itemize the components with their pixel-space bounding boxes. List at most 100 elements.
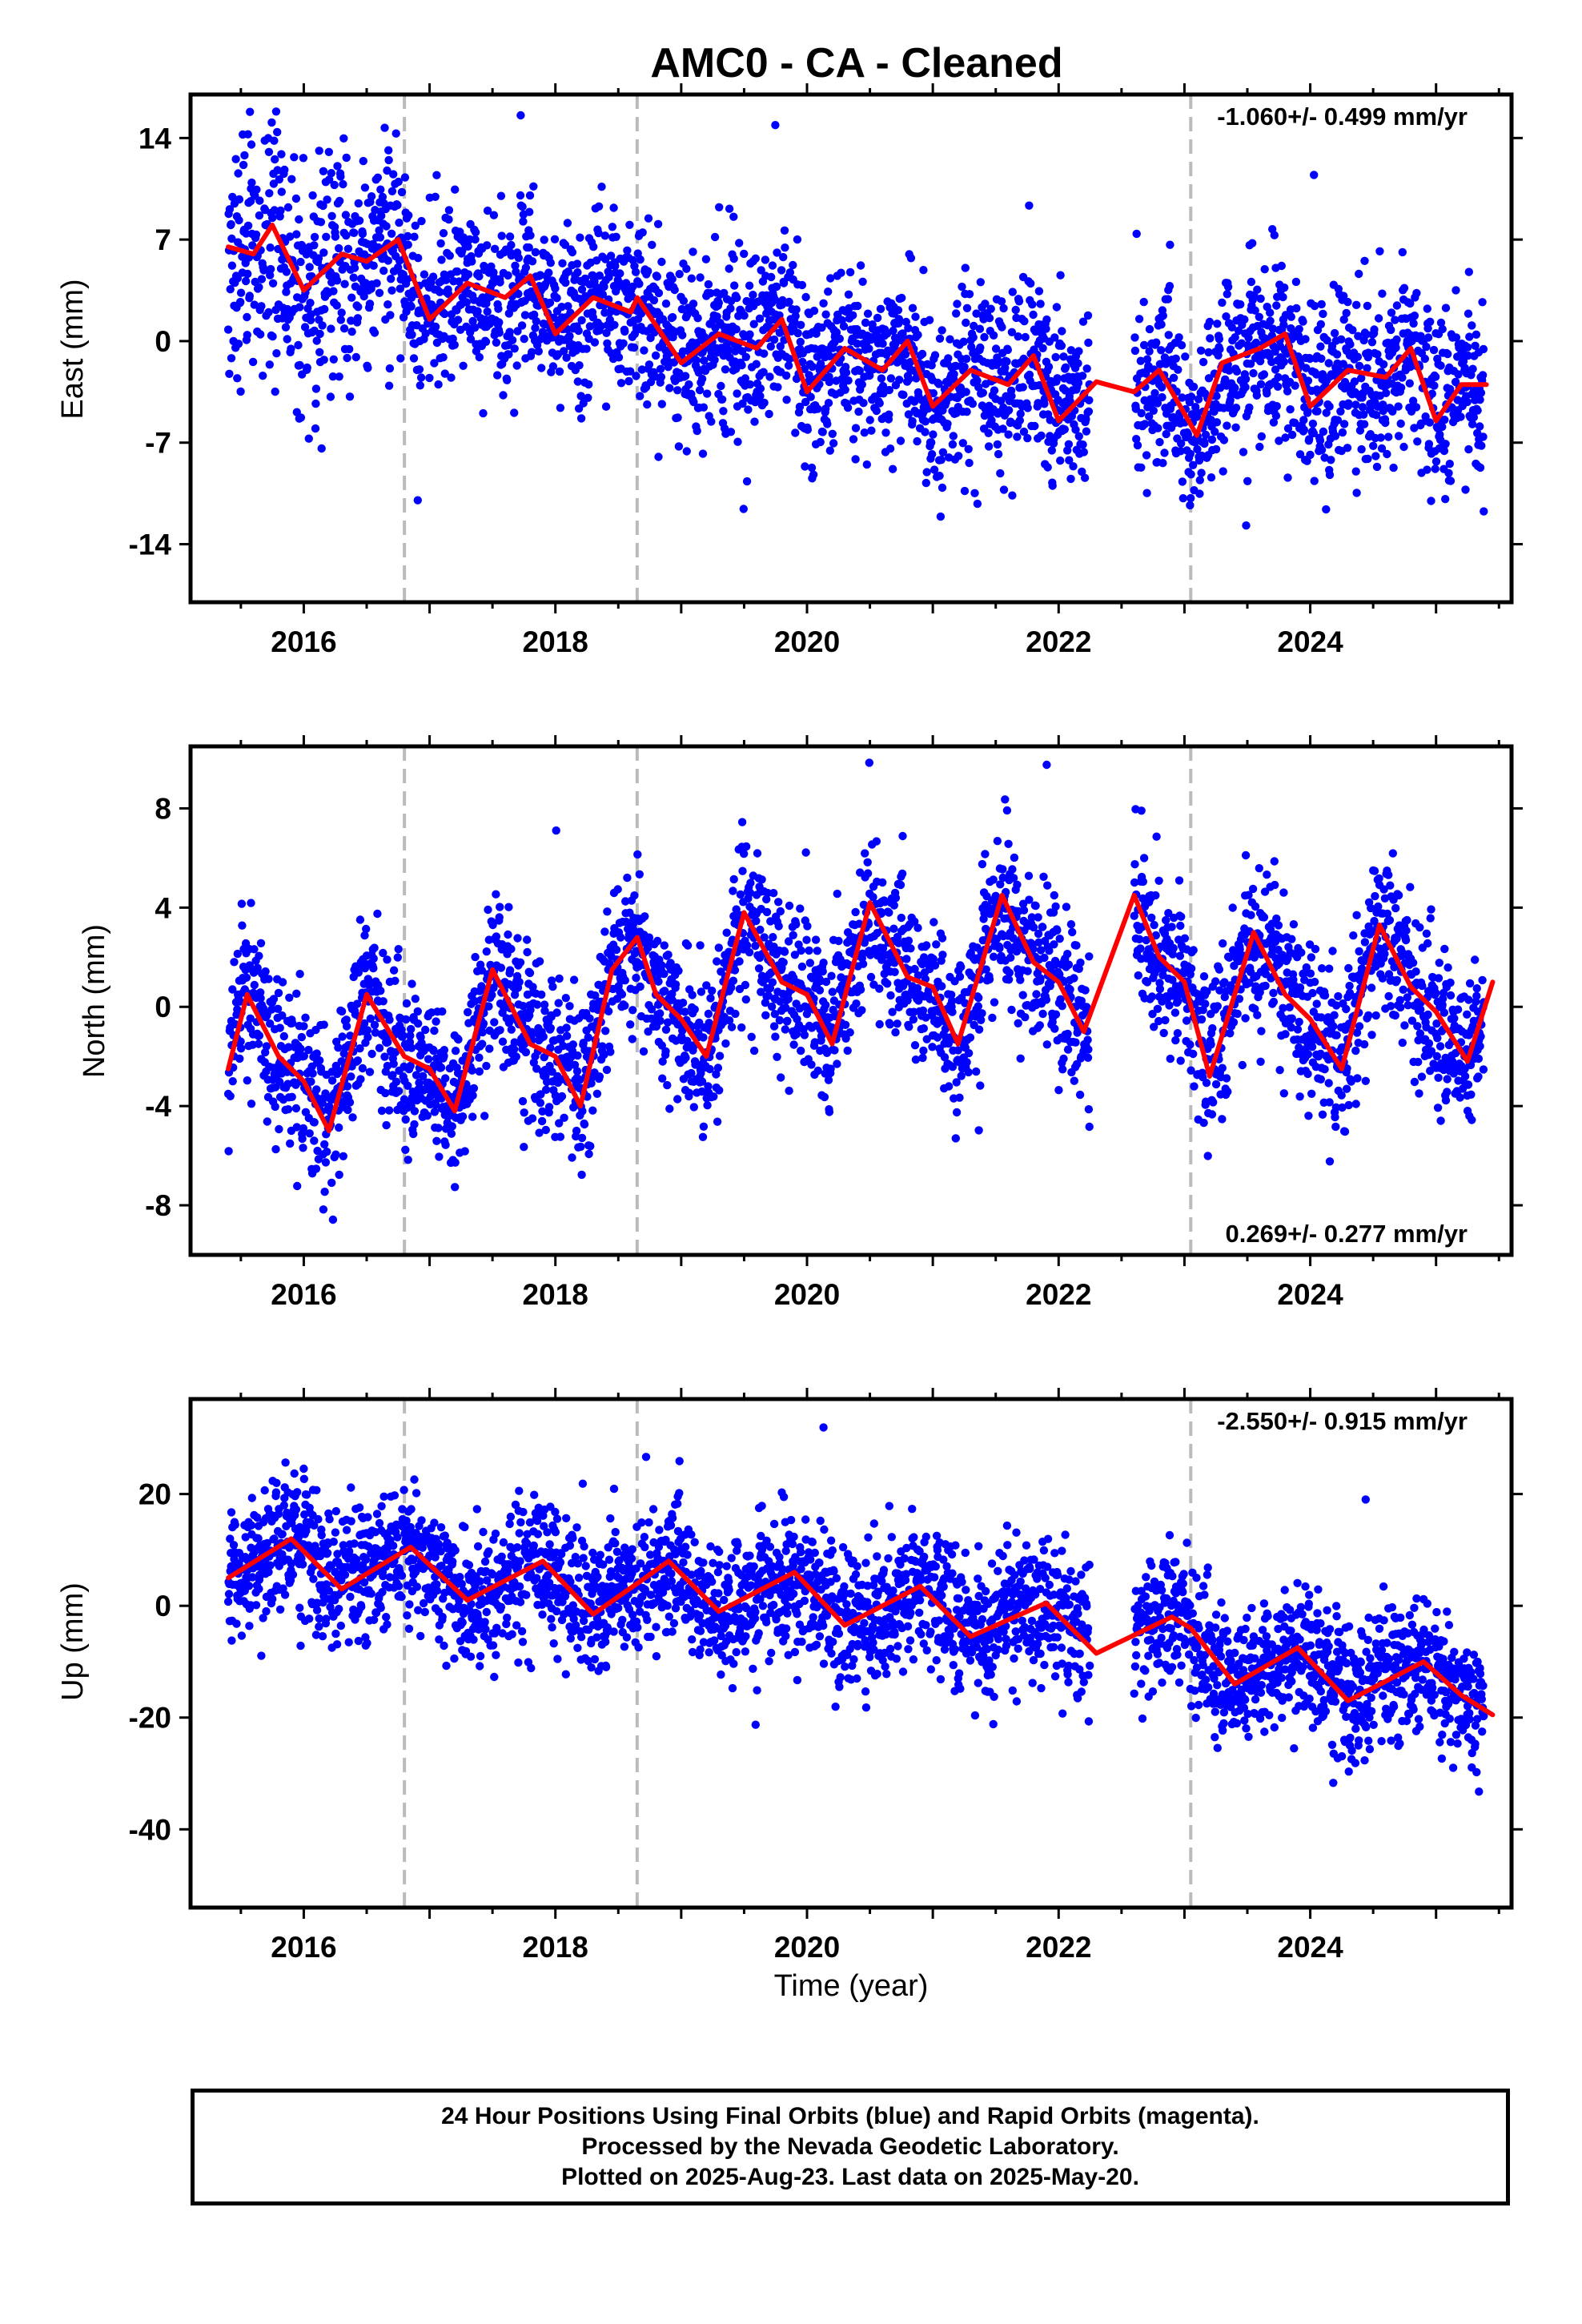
data-point bbox=[752, 360, 761, 368]
data-point bbox=[1280, 283, 1289, 292]
data-point bbox=[741, 980, 750, 990]
data-point bbox=[1003, 345, 1013, 355]
data-point bbox=[333, 162, 342, 171]
data-point bbox=[536, 1099, 545, 1108]
data-point bbox=[387, 275, 396, 283]
data-point bbox=[430, 1026, 439, 1035]
data-point bbox=[471, 323, 480, 332]
data-point bbox=[695, 386, 705, 395]
data-point bbox=[520, 1108, 528, 1117]
data-point bbox=[475, 352, 484, 362]
data-point bbox=[938, 483, 947, 493]
data-point bbox=[521, 263, 531, 272]
data-point bbox=[1169, 373, 1178, 382]
data-point bbox=[1367, 338, 1377, 347]
data-point bbox=[853, 301, 862, 311]
data-point bbox=[384, 146, 393, 155]
data-point bbox=[999, 304, 1008, 313]
data-point bbox=[395, 218, 404, 227]
data-point bbox=[1215, 344, 1224, 354]
data-point bbox=[800, 1031, 809, 1039]
data-point bbox=[1342, 308, 1351, 318]
data-point bbox=[369, 261, 378, 270]
data-point bbox=[675, 270, 684, 279]
y-tick-label-east: 7 bbox=[155, 223, 171, 256]
data-point bbox=[733, 437, 742, 446]
data-point bbox=[757, 875, 766, 884]
data-point bbox=[227, 354, 236, 363]
data-point bbox=[312, 1085, 321, 1094]
data-point bbox=[255, 1031, 264, 1040]
data-point bbox=[765, 372, 774, 381]
data-point bbox=[927, 438, 936, 447]
data-point bbox=[577, 1133, 587, 1143]
data-point bbox=[423, 1111, 432, 1120]
data-point bbox=[1301, 335, 1310, 344]
data-point bbox=[1472, 330, 1481, 339]
data-point bbox=[964, 444, 973, 453]
data-point bbox=[320, 304, 329, 314]
data-point bbox=[394, 945, 403, 954]
data-point bbox=[1291, 381, 1299, 390]
data-point bbox=[881, 428, 890, 437]
data-point bbox=[1157, 346, 1166, 355]
data-point bbox=[562, 1031, 572, 1040]
data-point bbox=[1028, 300, 1037, 309]
data-point bbox=[1069, 462, 1078, 471]
data-point bbox=[339, 1152, 347, 1161]
data-point bbox=[557, 303, 566, 312]
data-point bbox=[737, 360, 746, 370]
data-point bbox=[576, 392, 585, 400]
data-point bbox=[762, 907, 772, 917]
data-point bbox=[1164, 331, 1173, 340]
data-point bbox=[537, 990, 546, 999]
data-point bbox=[541, 1125, 550, 1135]
data-point bbox=[308, 1069, 317, 1078]
data-point bbox=[347, 293, 356, 302]
data-point bbox=[341, 211, 351, 219]
data-point bbox=[993, 440, 1002, 449]
data-point bbox=[1213, 320, 1222, 328]
data-point bbox=[1241, 375, 1251, 384]
data-point bbox=[310, 241, 319, 250]
data-point bbox=[266, 243, 275, 252]
data-point bbox=[347, 328, 356, 336]
data-point bbox=[524, 243, 533, 252]
data-point bbox=[1413, 437, 1422, 446]
data-point bbox=[1283, 473, 1292, 482]
data-point bbox=[785, 297, 793, 307]
data-point bbox=[797, 946, 805, 955]
data-point bbox=[1056, 271, 1065, 279]
data-point bbox=[464, 1007, 472, 1017]
data-point bbox=[630, 891, 639, 900]
data-point bbox=[243, 221, 253, 230]
data-point bbox=[1008, 287, 1018, 296]
data-point bbox=[358, 229, 367, 239]
data-point bbox=[415, 365, 424, 374]
data-point bbox=[1266, 308, 1275, 317]
data-point bbox=[379, 266, 388, 275]
data-point bbox=[1279, 292, 1287, 302]
data-point bbox=[614, 353, 624, 362]
data-point bbox=[668, 275, 677, 283]
data-point bbox=[317, 444, 326, 453]
data-point bbox=[1317, 445, 1327, 454]
data-point bbox=[1324, 359, 1333, 368]
data-point bbox=[703, 1101, 712, 1110]
data-point bbox=[241, 276, 251, 286]
data-point bbox=[664, 951, 673, 959]
data-point bbox=[1431, 457, 1441, 466]
data-point bbox=[726, 304, 735, 313]
data-point bbox=[1476, 388, 1486, 397]
data-point bbox=[735, 239, 744, 247]
data-point bbox=[852, 999, 861, 1008]
data-point bbox=[875, 984, 884, 993]
data-point bbox=[475, 271, 484, 281]
data-point bbox=[670, 285, 679, 295]
data-point bbox=[632, 372, 640, 380]
data-point bbox=[323, 1148, 331, 1156]
data-point bbox=[540, 235, 548, 244]
data-point bbox=[576, 233, 584, 242]
data-point bbox=[629, 343, 639, 352]
data-point bbox=[548, 982, 557, 991]
